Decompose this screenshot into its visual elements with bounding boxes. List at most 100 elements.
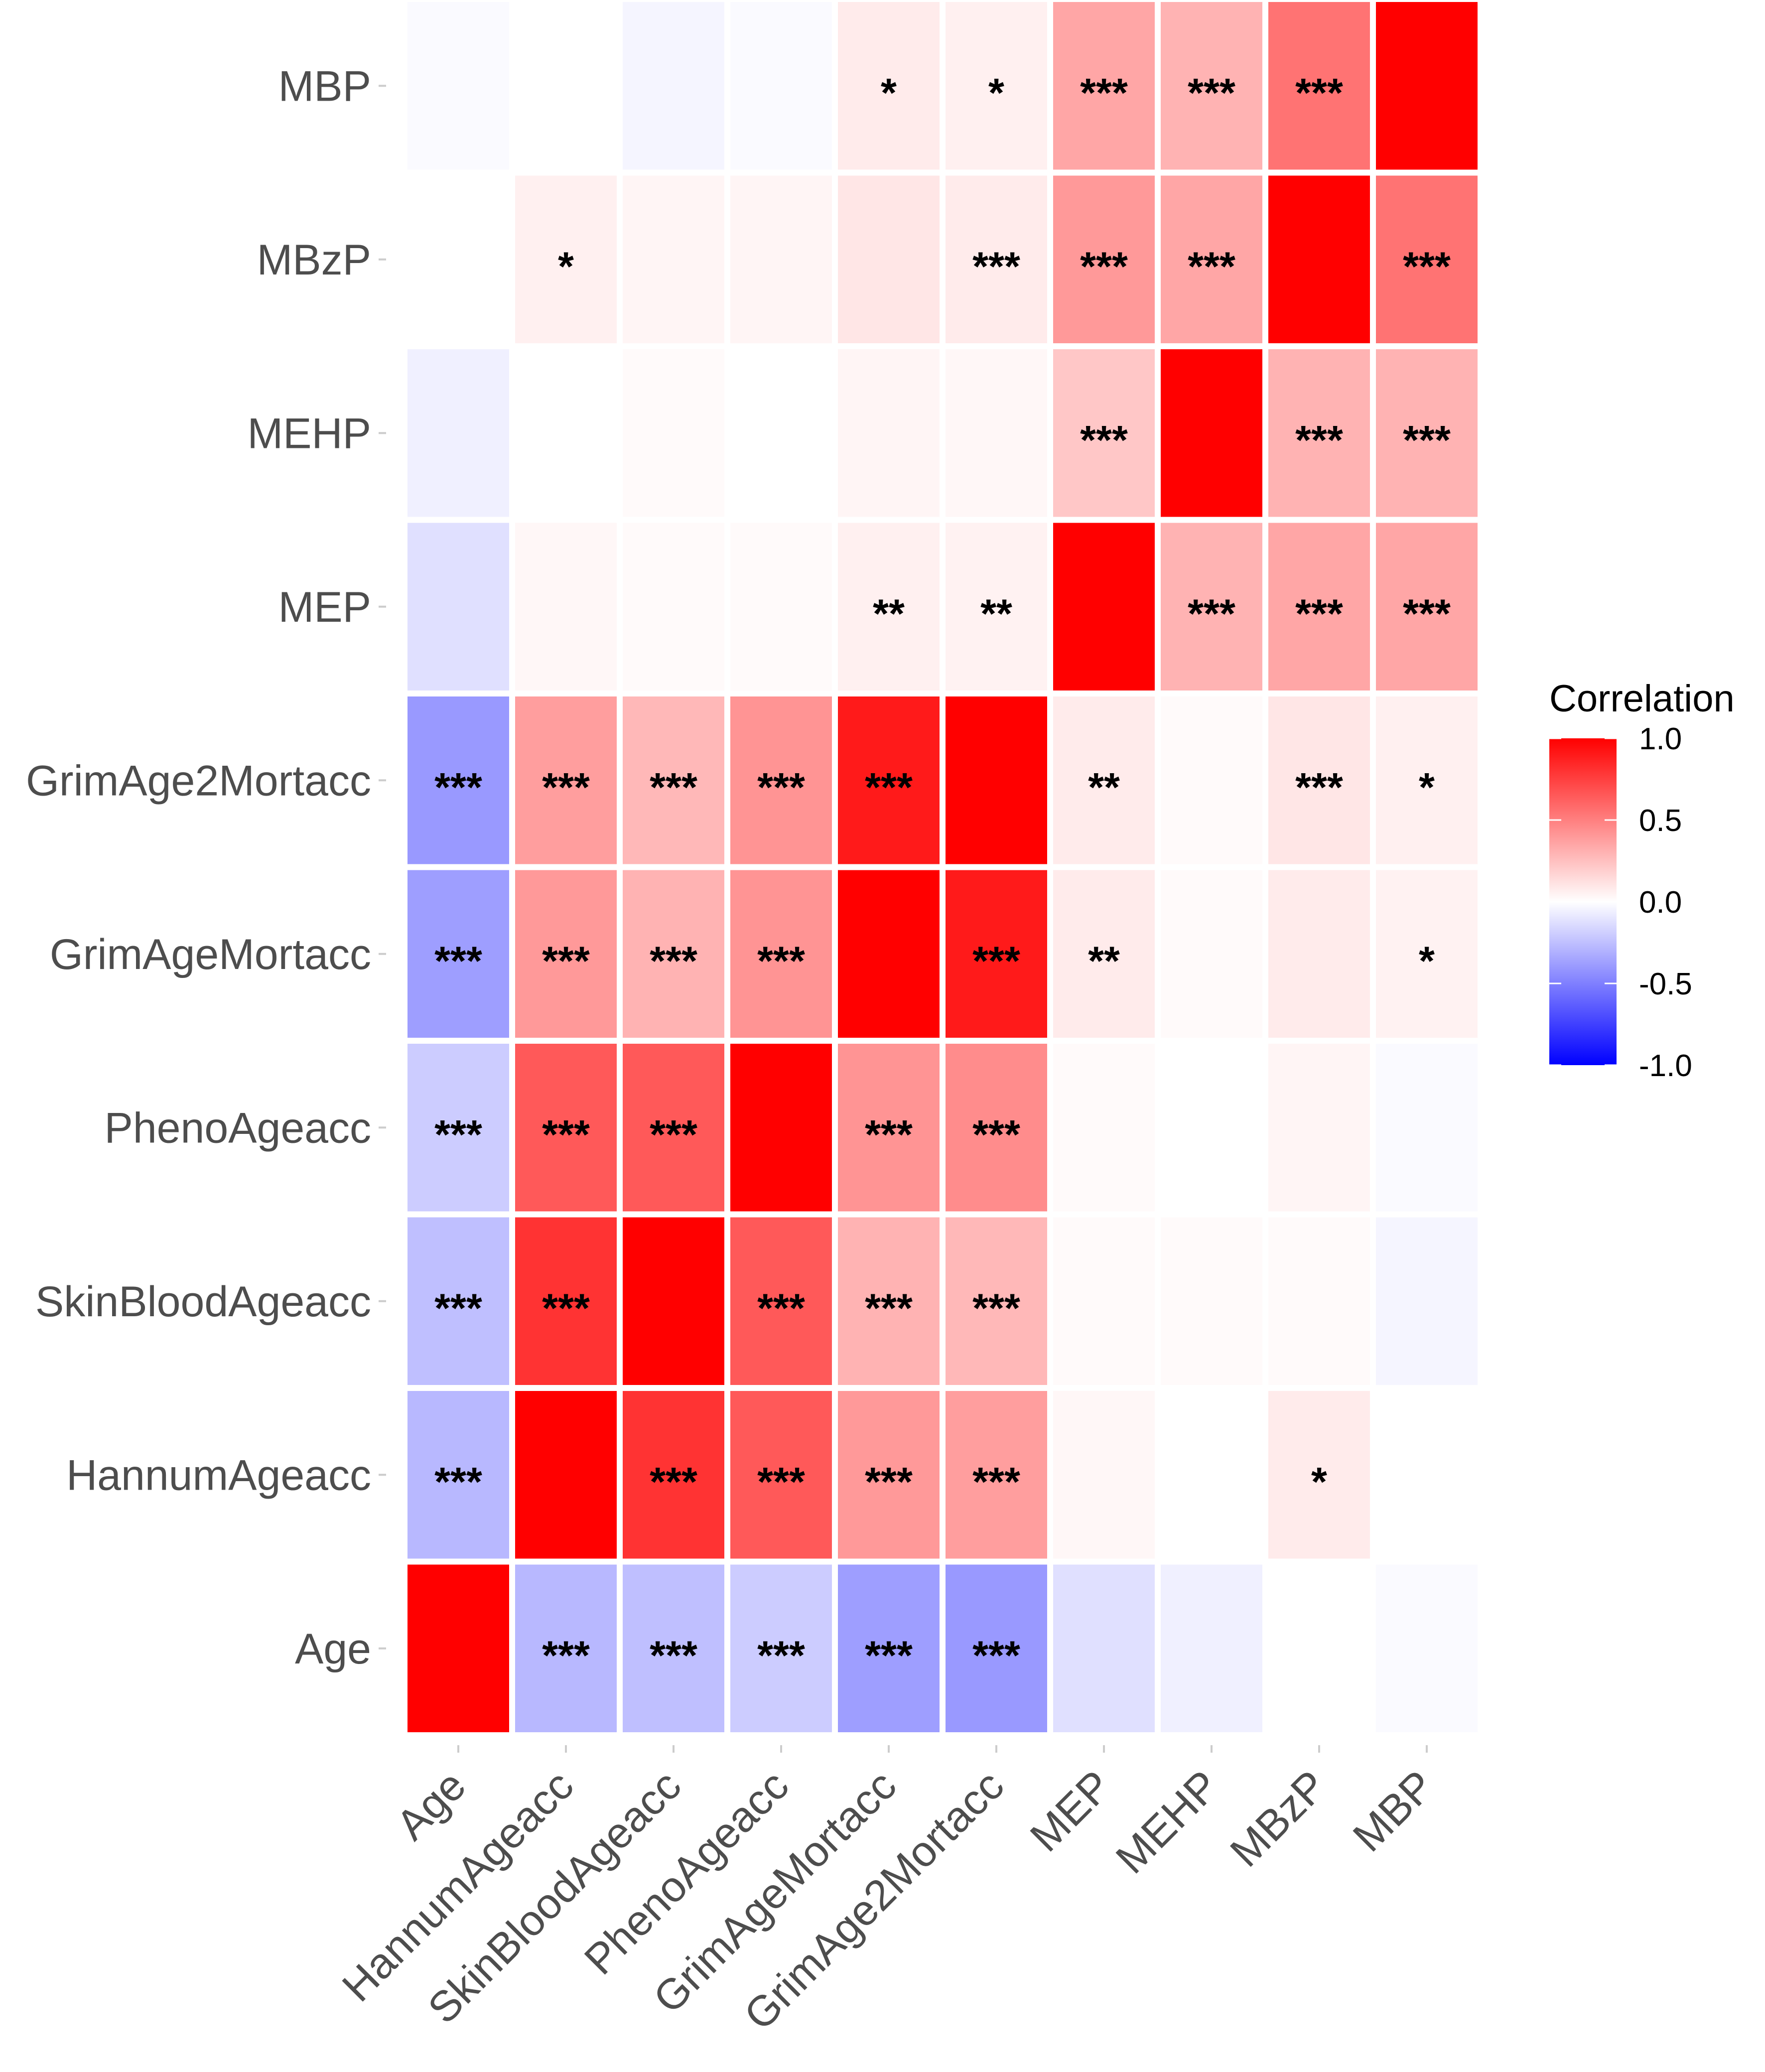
sig-label: *** [865,1286,913,1331]
sig-label: *** [1080,244,1128,289]
cell-grimagemortacc-grimagemortacc [838,870,940,1038]
sig-label: *** [757,1459,805,1505]
cell-mbp-mbp [1376,2,1478,170]
sig-label: *** [434,765,482,810]
cell-age-mbzp [1268,1564,1370,1732]
cell-mbzp-hannumageacc [515,175,617,343]
legend-ticks: 1.0 0.5 0.0 -0.5 -1.0 [1549,722,1692,1083]
sig-label: *** [1295,765,1343,810]
sig-label: *** [434,1286,482,1331]
sig-label: *** [542,1633,590,1678]
cell-skinbloodageacc-mehp [1161,1217,1262,1385]
legend-tick-label: 0.0 [1639,885,1682,920]
y-tick-label: HannumAgeacc [66,1451,371,1499]
cell-phenoageacc-age [407,1044,509,1212]
cell-skinbloodageacc-skinbloodageacc [623,1217,724,1385]
cell-mehp-grimage2mortacc [946,349,1047,517]
cell-mep-skinbloodageacc [623,523,724,691]
y-tick-label: MEHP [248,410,371,457]
sig-label: *** [1403,244,1451,289]
cell-hannumageacc-grimagemortacc [838,1391,940,1559]
sig-label: *** [865,1459,913,1505]
x-tick-label: MBP [1344,1762,1444,1861]
cell-age-phenoageacc [730,1564,832,1732]
cell-mep-mbzp [1268,523,1370,691]
sig-label: *** [972,1286,1020,1331]
sig-label: *** [1188,70,1235,116]
cell-mehp-mehp [1161,349,1262,517]
cell-mehp-age [407,349,509,517]
sig-label: *** [757,1286,805,1331]
cell-mbzp-age [407,175,509,343]
cell-mbp-mep [1053,2,1155,170]
sig-label: *** [650,1459,697,1505]
cell-grimagemortacc-mep [1053,870,1155,1038]
cell-grimage2mortacc-mep [1053,696,1155,864]
sig-label: *** [972,939,1020,984]
sig-label: *** [1080,70,1128,116]
cell-hannumageacc-hannumageacc [515,1391,617,1559]
cell-hannumageacc-phenoageacc [730,1391,832,1559]
cell-grimagemortacc-mbp [1376,870,1478,1038]
sig-label: ** [980,591,1012,637]
legend-tick-label: 1.0 [1639,722,1682,756]
significance-labels: *** *** *** *** ****** *** *** *** *** **** *** ***… [434,70,1451,1678]
cell-grimage2mortacc-phenoageacc [730,696,832,864]
cell-grimage2mortacc-skinbloodageacc [623,696,724,864]
cell-phenoageacc-hannumageacc [515,1044,617,1212]
cell-age-grimagemortacc [838,1564,940,1732]
sig-label: ** [1088,939,1120,984]
sig-label: * [988,70,1004,116]
cell-grimage2mortacc-grimage2mortacc [946,696,1047,864]
cell-grimagemortacc-mbzp [1268,870,1370,1038]
cell-grimage2mortacc-grimagemortacc [838,696,940,864]
cell-mehp-phenoageacc [730,349,832,517]
cell-age-grimage2mortacc [946,1564,1047,1732]
sig-label: *** [865,1633,913,1678]
cell-phenoageacc-mep [1053,1044,1155,1212]
cell-phenoageacc-mehp [1161,1044,1262,1212]
cell-grimagemortacc-age [407,870,509,1038]
sig-label: *** [434,939,482,984]
sig-label: *** [542,1286,590,1331]
sig-label: *** [1080,417,1128,463]
sig-label: *** [972,1112,1020,1157]
sig-label: *** [1295,70,1343,116]
cell-mbzp-grimagemortacc [838,175,940,343]
legend-tick-label: 0.5 [1639,804,1682,838]
sig-label: *** [757,1633,805,1678]
sig-label: *** [757,939,805,984]
sig-label: *** [1403,591,1451,637]
cell-mehp-mbzp [1268,349,1370,517]
cell-skinbloodageacc-mbzp [1268,1217,1370,1385]
cell-grimage2mortacc-age [407,696,509,864]
cell-hannumageacc-age [407,1391,509,1559]
cell-mep-age [407,523,509,691]
cell-mehp-mep [1053,349,1155,517]
cell-age-age [407,1564,509,1732]
cell-phenoageacc-mbzp [1268,1044,1370,1212]
cell-grimagemortacc-mehp [1161,870,1262,1038]
sig-label: *** [434,1459,482,1505]
sig-label: *** [1295,591,1343,637]
cell-grimagemortacc-hannumageacc [515,870,617,1038]
y-tick-label: SkinBloodAgeacc [35,1278,371,1326]
cell-mehp-hannumageacc [515,349,617,517]
cell-hannumageacc-mep [1053,1391,1155,1559]
heatmap-cells [407,2,1478,1732]
cell-age-skinbloodageacc [623,1564,724,1732]
sig-label: * [1419,765,1435,810]
legend: Correlation 1.0 0.5 0.0 -0.5 -1.0 [1549,678,1735,1083]
sig-label: *** [865,1112,913,1157]
legend-title: Correlation [1549,678,1735,720]
cell-mep-phenoageacc [730,523,832,691]
x-tick-label: MEP [1021,1762,1121,1861]
cell-mehp-mbp [1376,349,1478,517]
cell-phenoageacc-mbp [1376,1044,1478,1212]
sig-label: *** [757,765,805,810]
cell-mep-mep [1053,523,1155,691]
cell-skinbloodageacc-phenoageacc [730,1217,832,1385]
cell-grimage2mortacc-mehp [1161,696,1262,864]
cell-mep-grimage2mortacc [946,523,1047,691]
